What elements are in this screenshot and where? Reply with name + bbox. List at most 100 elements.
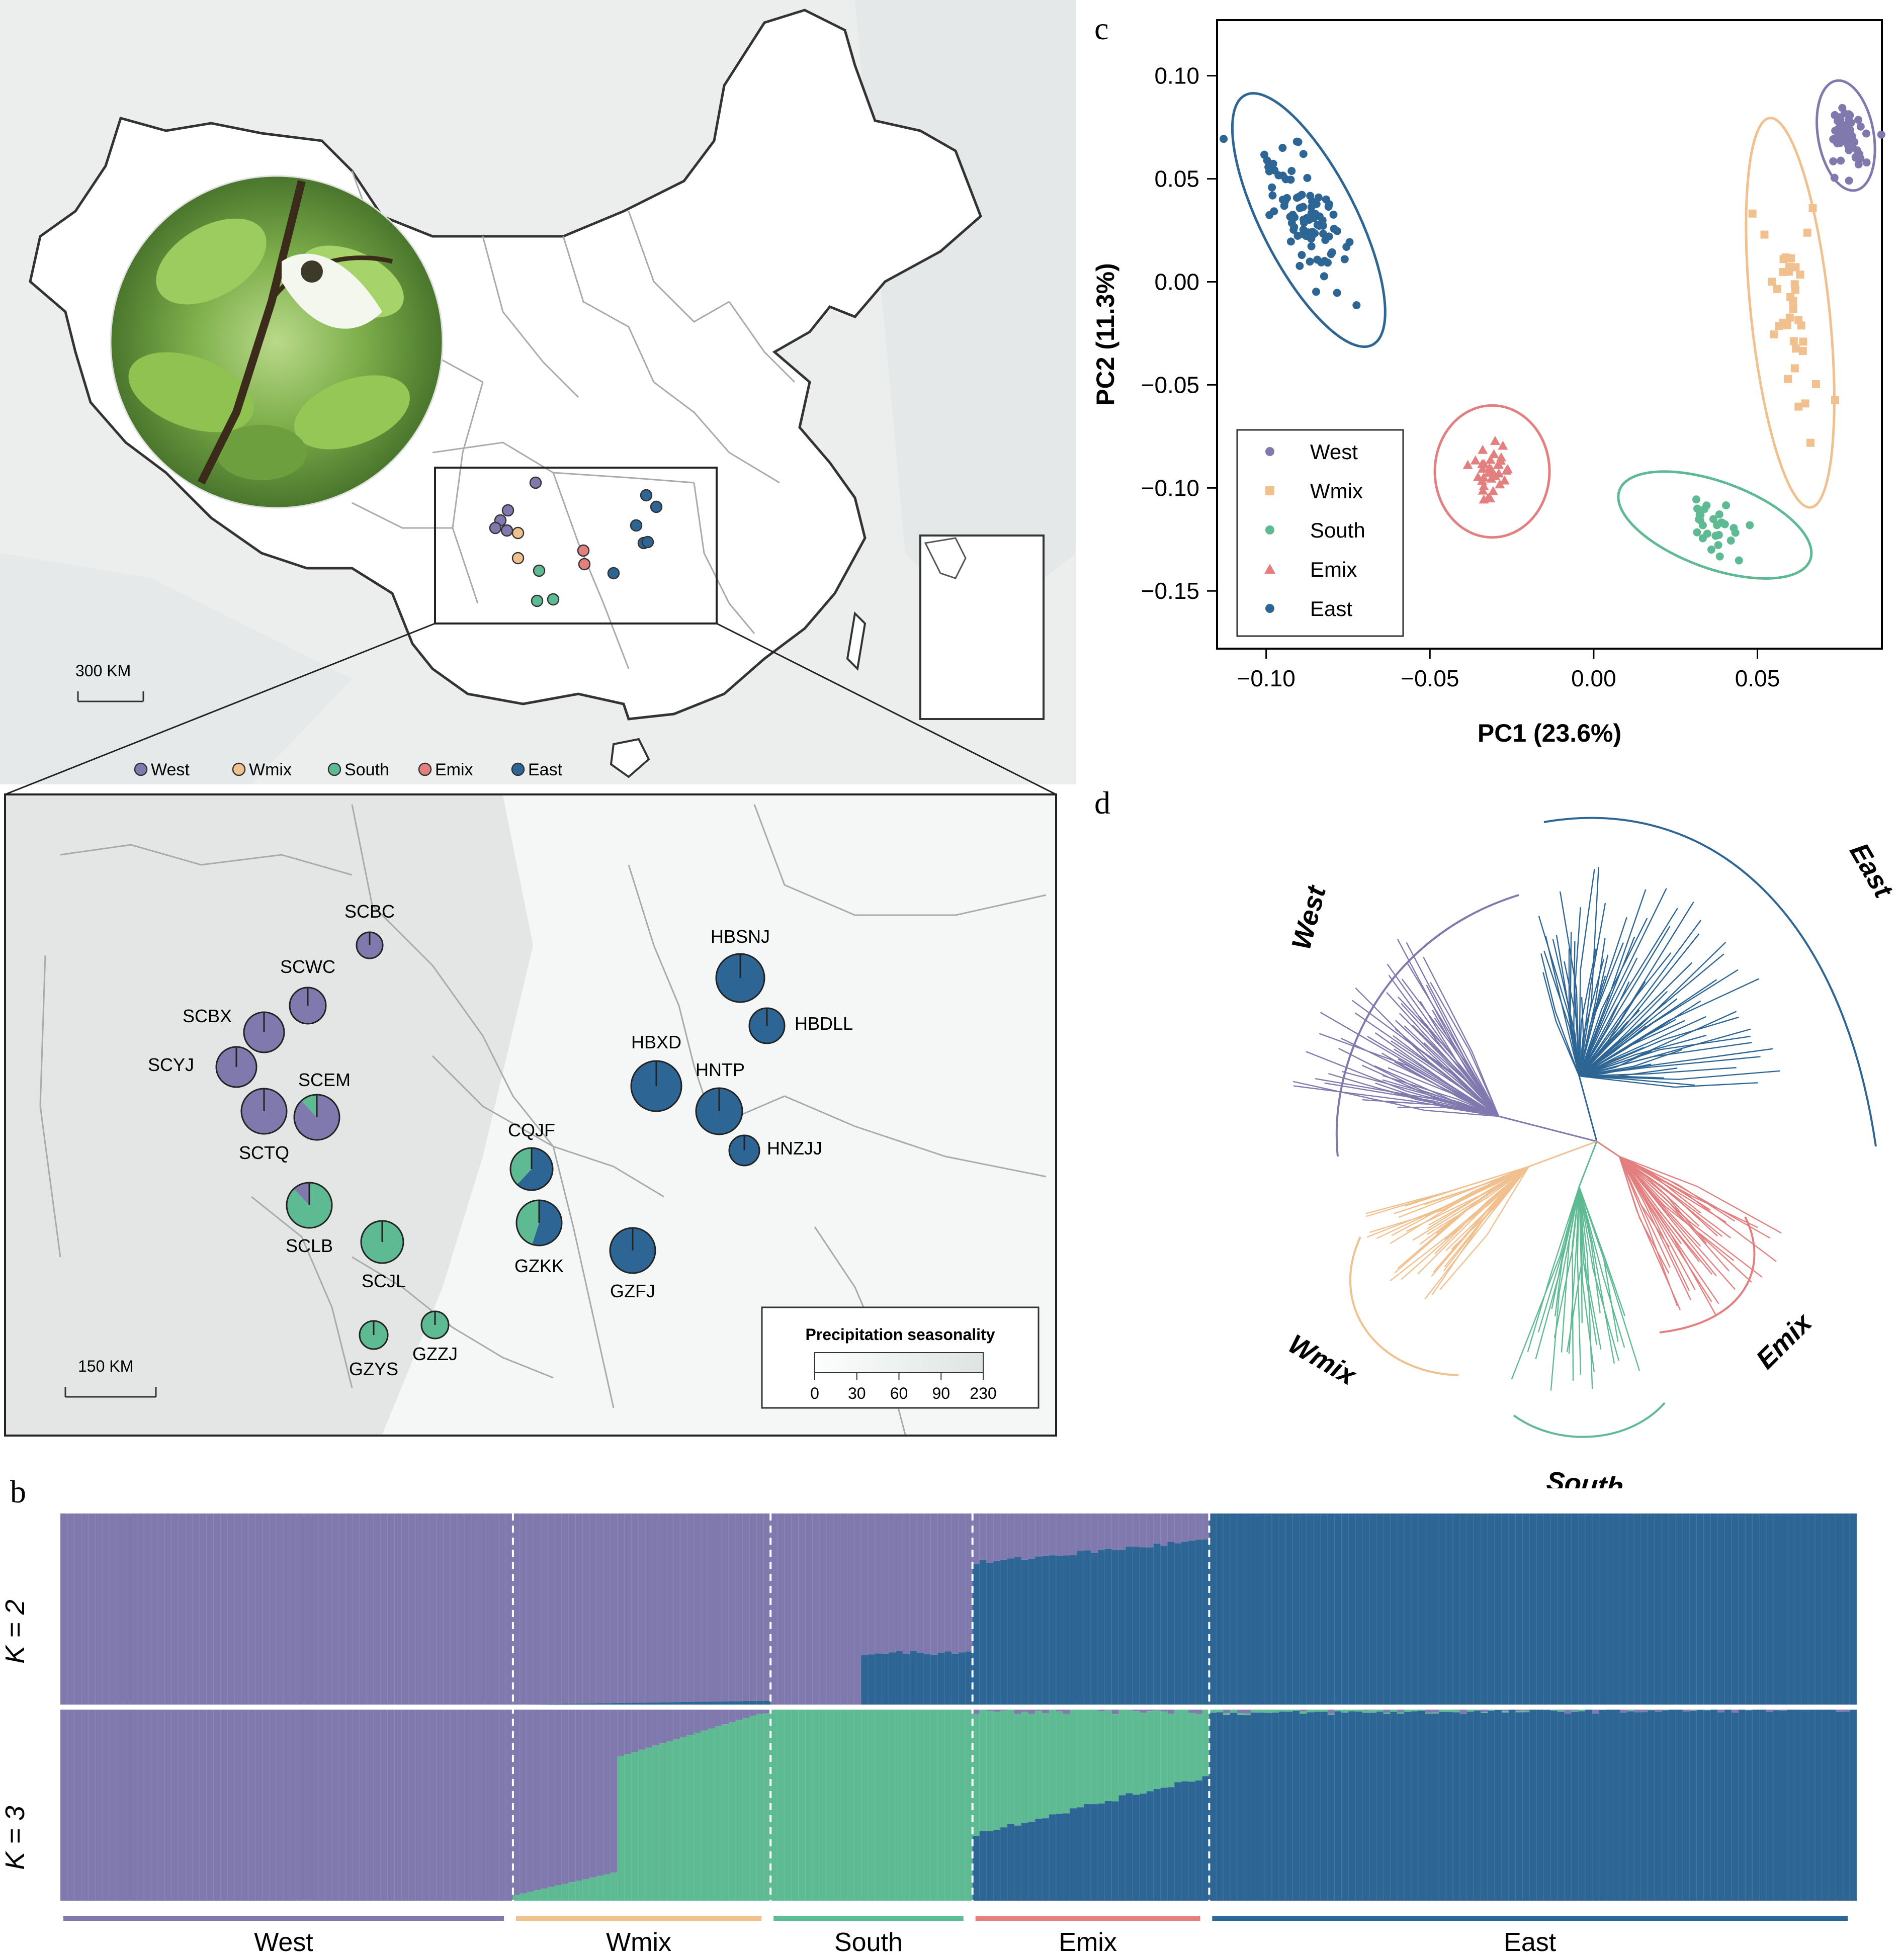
admixture-bar — [457, 1710, 465, 1901]
admixture-bar — [1543, 1710, 1551, 1901]
tree-branch-emix — [1619, 1155, 1701, 1214]
admixture-bar — [1717, 1513, 1725, 1705]
admixture-bar — [123, 1513, 131, 1705]
pca-point-west — [1854, 116, 1863, 124]
admixture-bar — [1348, 1513, 1356, 1705]
tree-branch-wmix — [1427, 1166, 1529, 1235]
admixture-bar — [1620, 1710, 1627, 1713]
admixture-bar — [478, 1513, 486, 1705]
admixture-bar — [624, 1513, 632, 1703]
tree-branch-wmix — [1369, 1166, 1529, 1233]
admixture-bar — [819, 1710, 827, 1901]
admixture-bar — [1126, 1546, 1133, 1705]
admixture-bar — [1362, 1713, 1370, 1901]
pca-point-east — [1310, 211, 1318, 219]
admixture-bar — [1578, 1711, 1586, 1901]
admixture-bar — [422, 1710, 430, 1901]
admixture-bar — [1244, 1715, 1252, 1901]
admixture-bar — [1522, 1513, 1530, 1705]
pca-x-tick-label: 0.00 — [1571, 665, 1616, 691]
admixture-bar — [694, 1710, 702, 1733]
tree-branch-wmix — [1365, 1166, 1529, 1214]
admixture-bar — [1028, 1513, 1035, 1559]
admixture-bar — [1397, 1513, 1405, 1705]
pca-point-west — [1854, 160, 1863, 168]
admixture-bar — [1174, 1513, 1182, 1544]
pca-point-east — [1319, 229, 1328, 238]
legend-label-west: West — [151, 760, 190, 779]
pie-label-hntp: HNTP — [696, 1059, 745, 1080]
admixture-bar — [1571, 1712, 1579, 1901]
admixture-bar — [763, 1513, 771, 1701]
pca-y-tick-label: −0.15 — [1141, 578, 1199, 604]
pca-point-wmix — [1808, 204, 1817, 212]
tree-branch-west — [1404, 1025, 1499, 1117]
admixture-bar — [1522, 1712, 1530, 1901]
admixture-bar — [603, 1710, 611, 1875]
pca-point-east — [1292, 194, 1301, 202]
pca-point-emix — [1501, 465, 1512, 475]
admixture-bar — [1028, 1558, 1035, 1705]
admixture-bar — [1640, 1710, 1649, 1713]
admixture-bar — [1745, 1710, 1753, 1901]
admixture-bar — [596, 1876, 604, 1901]
admixture-bar — [1146, 1710, 1154, 1712]
admixture-bar — [548, 1887, 555, 1901]
admixture-bar — [708, 1728, 716, 1901]
tree-branch-south — [1578, 1186, 1620, 1361]
admixture-bar — [1439, 1712, 1446, 1901]
pca-point-south — [1715, 510, 1723, 519]
pca-point-east — [1333, 289, 1341, 297]
admixture-bar — [652, 1702, 660, 1705]
admixture-bar — [979, 1710, 987, 1831]
admixture-bar — [471, 1710, 479, 1901]
admixture-bar — [1550, 1710, 1558, 1711]
pca-point-emix — [1485, 455, 1496, 464]
admixture-bar — [735, 1710, 743, 1720]
admixture-bar — [297, 1710, 305, 1901]
admixture-bar — [1474, 1710, 1481, 1901]
population-pies: SCBC SCWC SCBX SCYJ SCTQ SCEM SCLB SCJL GZYS GZZJ… — [148, 901, 853, 1379]
admixture-bar — [1028, 1714, 1035, 1822]
admixture-bar — [1181, 1710, 1189, 1781]
admixture-bar — [910, 1651, 917, 1705]
pca-point-wmix — [1786, 254, 1795, 262]
admixture-bar — [1383, 1714, 1391, 1901]
precip-tick-label: 60 — [890, 1384, 908, 1402]
admixture-bar — [1536, 1710, 1544, 1901]
admixture-bar — [1272, 1712, 1279, 1901]
pca-scatter-plot: −0.10 −0.05 0.00 0.05 0.10 0.05 0.00 −0.05 −0.10… — [1091, 19, 1885, 747]
pca-y-tick-label: 0.10 — [1154, 63, 1199, 89]
admixture-bar — [1320, 1710, 1328, 1712]
pca-x-tick-label: −0.10 — [1237, 665, 1295, 691]
admixture-bar — [1292, 1711, 1301, 1901]
pca-point-wmix — [1803, 228, 1811, 237]
admixture-bar — [944, 1710, 952, 1901]
tree-branch-south — [1568, 1186, 1580, 1354]
pca-point-west — [1837, 156, 1845, 165]
tree-branch-south — [1550, 1186, 1580, 1391]
admixture-bar — [179, 1513, 186, 1705]
admixture-bar — [965, 1710, 973, 1901]
admixture-bar — [290, 1710, 298, 1901]
admixture-bar — [88, 1513, 96, 1705]
tree-branch-emix — [1618, 1156, 1690, 1291]
admixture-bar — [74, 1710, 82, 1901]
admixture-bar — [1717, 1710, 1725, 1713]
admixture-bar — [1808, 1513, 1816, 1705]
pca-point-wmix — [1785, 313, 1794, 322]
admixture-bar — [916, 1653, 924, 1705]
pca-legend-label-wmix: Wmix — [1310, 479, 1363, 503]
tree-branch-east — [1579, 1075, 1695, 1086]
tree-branch-west — [1361, 1064, 1499, 1117]
precip-tick-label: 30 — [848, 1384, 866, 1402]
admixture-bar — [575, 1704, 583, 1705]
admixture-bar — [1216, 1710, 1224, 1713]
pca-point-east — [1312, 288, 1321, 296]
tree-branch-south — [1511, 1186, 1580, 1380]
admixture-bar — [861, 1513, 869, 1655]
admixture-bar — [1738, 1710, 1746, 1901]
admixture-bar — [220, 1513, 228, 1705]
admixture-bar — [1285, 1712, 1293, 1901]
pca-point-south — [1714, 541, 1722, 550]
